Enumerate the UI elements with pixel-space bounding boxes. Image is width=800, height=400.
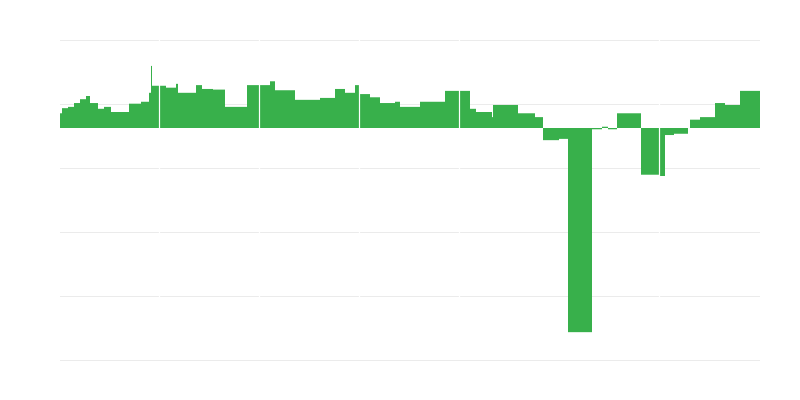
bar (86, 96, 90, 128)
bar (166, 87, 176, 128)
bar (665, 128, 674, 136)
bar (602, 126, 608, 128)
bar (476, 112, 492, 128)
bar (213, 89, 225, 128)
bar (395, 101, 400, 128)
bar (617, 113, 641, 128)
bar (470, 108, 476, 128)
bar (690, 119, 700, 128)
bar (370, 97, 380, 128)
bar (270, 81, 275, 128)
bar (568, 128, 592, 333)
bar (535, 117, 543, 128)
bar (674, 128, 688, 134)
bar (74, 103, 80, 128)
bar (149, 92, 151, 128)
bar (345, 92, 355, 128)
bar (493, 104, 518, 128)
bar (141, 101, 149, 128)
bar (380, 103, 395, 128)
bar (559, 128, 568, 139)
bar (80, 99, 86, 128)
bar (641, 128, 659, 175)
bar (202, 88, 213, 128)
bar (247, 85, 270, 128)
bar (400, 106, 420, 128)
bar (90, 103, 98, 128)
bar (492, 117, 493, 128)
bar (60, 113, 62, 128)
bar (543, 128, 559, 141)
bar (445, 90, 470, 128)
bar (320, 97, 335, 128)
bar (178, 92, 196, 128)
bar (151, 65, 152, 128)
separators (158, 40, 661, 360)
bar (355, 85, 360, 128)
bar (275, 90, 295, 128)
bar (725, 104, 740, 128)
bar (335, 88, 345, 128)
bar (420, 101, 445, 128)
bar (225, 106, 247, 128)
bar (98, 108, 104, 128)
bar (592, 128, 602, 130)
bar (104, 106, 111, 128)
bar (129, 103, 141, 128)
bar (360, 94, 370, 128)
bar (608, 128, 617, 130)
bar (62, 108, 68, 128)
bar (295, 99, 320, 128)
bars (60, 65, 760, 333)
bar (68, 106, 74, 128)
bar (111, 112, 129, 128)
bar (176, 83, 178, 128)
bar (700, 117, 715, 128)
bar (659, 128, 665, 176)
bar (518, 113, 535, 128)
bar (715, 103, 725, 128)
bar (740, 90, 760, 128)
bar (196, 85, 202, 128)
